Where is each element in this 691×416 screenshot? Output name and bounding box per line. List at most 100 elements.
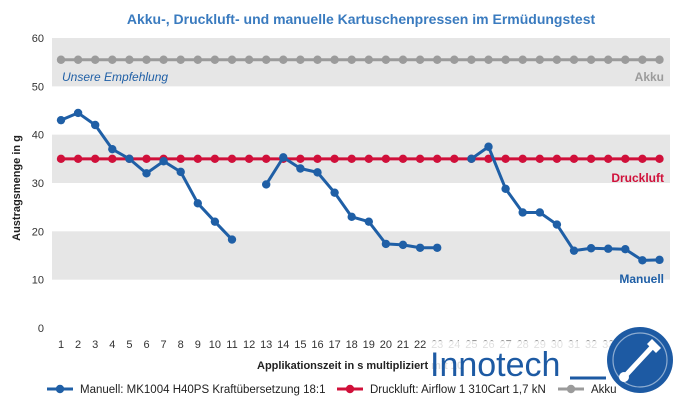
data-point-akku (108, 55, 117, 64)
y-tick-label: 40 (32, 130, 44, 142)
data-point-druckluft (364, 154, 373, 164)
data-point-akku (125, 55, 134, 64)
wrench-circle-icon (607, 327, 673, 393)
x-tick-label: 16 (311, 339, 323, 351)
data-point-akku (347, 55, 356, 64)
legend-swatch-marker (566, 384, 576, 394)
data-point-manuell (381, 239, 391, 249)
data-point-akku (415, 55, 425, 64)
data-point-akku (279, 55, 288, 64)
data-point-manuell (518, 208, 527, 217)
logo-text: Innotech (430, 346, 560, 384)
data-point-manuell (210, 217, 220, 226)
x-tick-label: 5 (126, 339, 132, 351)
annotation-druckluft: Druckluft (611, 171, 664, 185)
annotation-empfehlung: Unsere Empfehlung (62, 70, 168, 84)
data-point-manuell (108, 144, 117, 154)
data-point-akku (364, 55, 373, 64)
y-axis-ticks: 0 10 20 30 40 50 60 (32, 33, 44, 335)
data-point-manuell (193, 199, 202, 208)
data-point-akku (604, 55, 613, 64)
data-point-druckluft (398, 154, 408, 164)
data-point-druckluft (330, 154, 339, 164)
data-point-manuell (56, 115, 66, 125)
data-point-manuell (313, 168, 322, 177)
data-point-druckluft (142, 154, 151, 164)
data-point-akku (535, 55, 544, 64)
series-manuell (56, 108, 664, 265)
data-point-manuell (91, 120, 100, 130)
data-point-druckluft (381, 154, 391, 164)
x-tick-label: 6 (143, 339, 149, 351)
x-tick-label: 19 (363, 339, 375, 351)
legend-swatch-marker (345, 384, 355, 394)
y-tick-label: 20 (32, 226, 44, 238)
data-point-akku (398, 55, 408, 64)
data-point-druckluft (210, 154, 220, 164)
data-point-druckluft (450, 154, 459, 164)
data-point-akku (552, 55, 562, 64)
y-tick-label: 30 (32, 178, 44, 190)
x-tick-label: 22 (414, 339, 426, 351)
data-point-manuell (604, 244, 613, 253)
data-point-akku (244, 55, 254, 64)
x-tick-label: 11 (226, 339, 237, 351)
data-point-akku (638, 55, 647, 64)
innotech-logo: Innotech (428, 327, 673, 393)
x-axis-label: Applikationszeit in s multipliziert mit … (257, 360, 463, 372)
data-point-manuell (569, 246, 579, 255)
data-point-akku (193, 55, 202, 64)
legend-label: Akku (591, 384, 617, 396)
data-point-akku (91, 55, 100, 64)
legend-item-manuell: Manuell: MK1004 H40PS Kraftübersetzung 1… (47, 384, 325, 396)
data-point-manuell (398, 240, 408, 250)
data-point-manuell (638, 256, 647, 265)
data-point-manuell (73, 108, 83, 118)
series-layer (56, 55, 664, 265)
series-akku (56, 55, 664, 64)
y-tick-label: 10 (32, 275, 44, 287)
data-point-manuell (621, 245, 630, 254)
data-point-druckluft (313, 154, 322, 164)
legend-label: Manuell: MK1004 H40PS Kraftübersetzung 1… (80, 384, 325, 396)
data-point-akku (176, 55, 185, 64)
data-point-druckluft (108, 154, 117, 164)
data-point-druckluft (56, 154, 66, 164)
data-point-manuell (347, 212, 356, 222)
data-point-druckluft (227, 154, 237, 164)
y-tick-label: 60 (32, 33, 44, 45)
data-point-druckluft (296, 154, 305, 164)
data-point-druckluft (244, 154, 254, 164)
data-point-druckluft (604, 154, 613, 164)
data-point-manuell (262, 180, 271, 189)
data-point-manuell (330, 188, 339, 197)
data-point-druckluft (193, 154, 202, 164)
data-point-manuell (552, 220, 562, 229)
data-point-akku (450, 55, 459, 64)
data-point-druckluft (433, 154, 442, 164)
grid-band (52, 38, 670, 87)
data-point-manuell (125, 154, 134, 164)
y-axis-label: Austragsmenge in g (11, 135, 23, 241)
data-point-manuell (279, 153, 288, 162)
logo-backdrop (428, 341, 614, 381)
x-tick-label: 12 (243, 339, 255, 351)
x-tick-label: 9 (195, 339, 201, 351)
data-point-druckluft (586, 154, 596, 164)
data-point-manuell (484, 142, 493, 151)
x-tick-label: 17 (328, 339, 340, 351)
data-point-druckluft (501, 154, 510, 164)
data-point-manuell (501, 184, 510, 193)
x-tick-label: 10 (209, 339, 221, 351)
data-point-druckluft (262, 154, 271, 164)
x-tick-label: 7 (161, 339, 167, 351)
data-point-akku (501, 55, 510, 64)
data-point-druckluft (518, 154, 527, 164)
data-point-akku (142, 55, 151, 64)
data-point-akku (381, 55, 391, 64)
x-tick-label: 13 (260, 339, 272, 351)
data-point-akku (518, 55, 527, 64)
annotation-manuell: Manuell (619, 272, 664, 286)
legend-item-akku: Akku (558, 384, 617, 396)
x-tick-label: 3 (92, 339, 98, 351)
